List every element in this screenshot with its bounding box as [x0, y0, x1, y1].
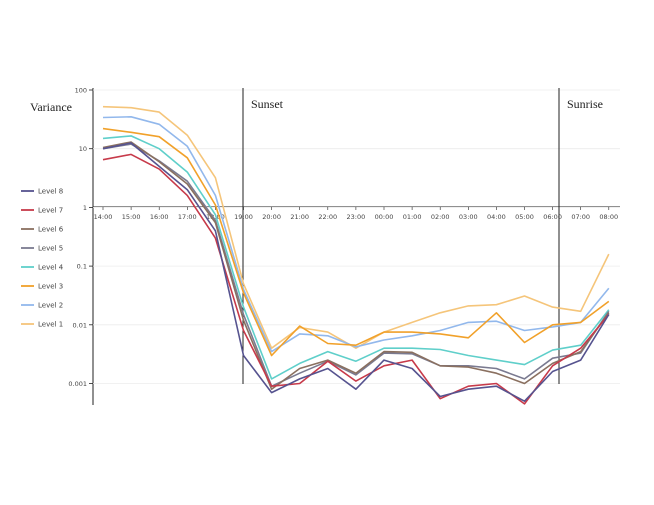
y-tick-label: 0.1	[77, 263, 87, 271]
series-line-level-8	[102, 142, 610, 403]
legend-item: Level 1	[21, 321, 63, 329]
legend-label: Level 1	[38, 321, 63, 329]
series-line-level-7	[102, 153, 610, 405]
x-tick-label: 20:00	[262, 213, 281, 221]
series-line-level-3	[102, 127, 610, 357]
legend: Level 8 Level 7 Level 6 Level 5 Level 4 Level…	[21, 188, 64, 329]
legend-label: Level 2	[38, 302, 63, 310]
legend-item: Level 6	[21, 226, 64, 234]
x-tick-label: 02:00	[431, 213, 450, 221]
series-lines	[102, 105, 610, 405]
series-line-level-1	[102, 105, 610, 350]
x-tick-label: 16:00	[150, 213, 169, 221]
y-ticks: 100 10 1 0.1 0.01 0.001	[68, 87, 93, 388]
legend-item: Level 5	[21, 245, 63, 253]
series-line-level-6	[102, 141, 610, 391]
series-line-level-4	[102, 135, 610, 380]
x-tick-label: 22:00	[318, 213, 337, 221]
x-tick-label: 01:00	[403, 213, 422, 221]
x-tick-label: 21:00	[290, 213, 309, 221]
x-tick-label: 00:00	[375, 213, 394, 221]
gridlines	[93, 89, 620, 384]
series-line-level-2	[102, 116, 610, 353]
sunrise-label: Sunrise	[567, 97, 603, 111]
y-tick-label: 0.01	[73, 321, 87, 329]
x-tick-label: 14:00	[94, 213, 113, 221]
x-tick-label: 07:00	[571, 213, 590, 221]
x-tick-label: 05:00	[515, 213, 534, 221]
legend-label: Level 7	[38, 207, 63, 215]
y-tick-label: 100	[75, 87, 87, 95]
legend-label: Level 5	[38, 245, 63, 253]
legend-label: Level 8	[38, 188, 63, 196]
legend-label: Level 4	[38, 264, 64, 272]
legend-item: Level 8	[21, 188, 63, 196]
series-line-level-5	[102, 143, 610, 388]
sunset-label: Sunset	[251, 97, 284, 111]
x-tick-label: 06:00	[543, 213, 562, 221]
legend-item: Level 3	[21, 283, 63, 291]
legend-label: Level 6	[38, 226, 64, 234]
x-tick-label: 15:00	[122, 213, 141, 221]
reference-lines: Sunset Sunrise	[242, 88, 603, 384]
x-tick-label: 03:00	[459, 213, 478, 221]
y-axis-label: Variance	[30, 100, 72, 114]
x-tick-label: 08:00	[599, 213, 618, 221]
legend-item: Level 4	[21, 264, 64, 272]
x-ticks: 14:0015:0016:0017:0018:0019:0020:0021:00…	[94, 207, 618, 221]
legend-label: Level 3	[38, 283, 63, 291]
y-tick-label: 0.001	[68, 380, 87, 388]
y-tick-label: 1	[83, 204, 87, 212]
y-tick-label: 10	[79, 145, 87, 153]
x-tick-label: 17:00	[178, 213, 197, 221]
legend-item: Level 7	[21, 207, 63, 215]
legend-item: Level 2	[21, 302, 63, 310]
x-tick-label: 23:00	[347, 213, 366, 221]
x-tick-label: 04:00	[487, 213, 506, 221]
axes	[92, 88, 620, 405]
